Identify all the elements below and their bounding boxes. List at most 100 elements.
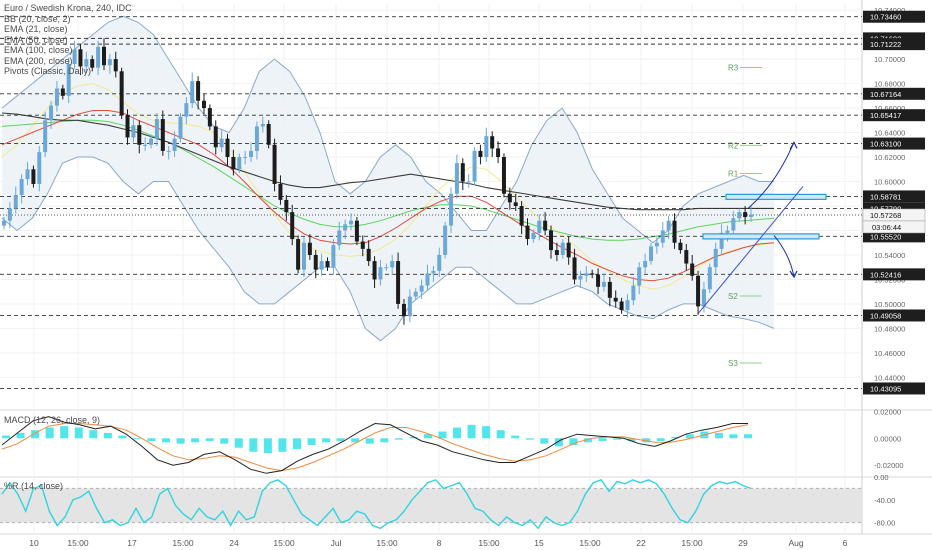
macd-histogram-bar [132,438,141,440]
candle-body [66,63,71,96]
candle-body [637,267,642,286]
x-tick-label: 15:00 [67,538,89,548]
candle-body [7,208,12,221]
candle-body [313,254,318,270]
candle-body [507,193,512,203]
macd-histogram-bar [147,438,156,441]
candle-body [213,126,218,148]
macd-histogram-bar [482,426,491,439]
candle-body [96,46,101,68]
candle-body [401,303,406,317]
candle-body [349,220,354,225]
candle-body [101,46,106,66]
candle-body [31,169,36,184]
pivot-label: S3 [728,359,738,368]
candle-body [572,257,577,280]
macd-histogram-bar [627,438,636,441]
macd-line [1,416,748,474]
candle-body [743,212,748,218]
wr-label: %R (14, close) [4,481,64,491]
y-tick-label: 10.54000 [874,251,905,260]
candle-body [696,275,701,307]
candle-body [290,212,295,240]
candle-body [443,225,448,255]
price-level-value: 10.67164 [870,90,901,99]
x-tick-label: 15:00 [376,538,398,548]
x-tick-label: 15:00 [579,538,601,548]
candle-body [131,125,136,138]
candle-body [619,301,624,311]
candle-body [190,81,195,104]
macd-histogram-bar [438,431,447,439]
pivot-label: R1 [728,170,739,179]
candle-body [660,230,665,243]
candle-body [207,108,212,127]
candle-body [378,267,383,280]
candle-body [478,150,483,158]
candle-body [225,138,230,158]
price-level-value: 10.65417 [870,111,901,120]
macd-histogram-bar [191,438,200,443]
candle-body [525,225,530,240]
candle-body [472,150,477,182]
price-level-value: 10.63100 [870,140,901,149]
candle-body [160,119,165,151]
price-level-tag [863,382,925,395]
candle-body [84,59,89,67]
macd-histogram-bar [496,430,505,439]
macd-histogram-bar [205,438,214,441]
candle-body [231,157,236,170]
symbol-title: Euro / Swedish Krona, 240, IDC [4,3,132,13]
price-level-tag [863,309,925,322]
candle-body [625,300,630,311]
candle-body [701,289,706,307]
candle-body [325,261,330,268]
candle-body [25,169,30,180]
price-level-value: 10.71222 [870,40,901,49]
candle-body [537,220,542,233]
x-tick-label: Jul [331,538,342,548]
candle-body [649,246,654,262]
candle-body [60,88,65,96]
pivot-label: R2 [728,141,739,150]
macd-histogram-bar [118,435,127,439]
macd-histogram-bar [249,438,258,452]
macd-histogram-bar [423,434,432,439]
macd-signal-line [1,423,749,472]
candle-body [590,273,595,275]
candle-body [360,241,365,249]
candle-body [172,138,177,151]
candle-body [178,116,183,139]
macd-histogram-bar [729,434,738,439]
price-level-tag [863,137,925,150]
bollinger-lower [1,156,775,342]
x-tick-label: 15:00 [172,538,194,548]
candle-body [72,49,77,64]
candle-body [249,150,254,158]
candle-body [201,100,206,109]
price-level-tag [863,230,925,243]
price-level-value: 10.52416 [870,270,901,279]
macd-histogram-bar [176,438,185,444]
candle-body [490,136,495,149]
candle-body [543,220,548,231]
x-tick-label: 15 [534,538,544,548]
y-tick-label: 10.50000 [874,300,905,309]
candle-body [184,103,189,117]
macd-histogram-bar [583,438,592,443]
candle-body [343,224,348,231]
candle-body [584,273,589,276]
y-tick-label: 10.46000 [874,349,905,358]
pivot-label: S2 [728,292,738,301]
macd-histogram-bar [307,438,316,446]
candle-body [643,261,648,268]
candle-body [678,242,683,251]
candle-body [566,242,571,258]
price-level-tag [863,190,925,203]
macd-histogram-bar [292,438,301,450]
candle-body [125,115,130,138]
candle-body [272,144,277,184]
support-box [702,233,820,240]
candle-body [296,239,301,270]
y-tick-label: 10.74000 [874,6,905,15]
